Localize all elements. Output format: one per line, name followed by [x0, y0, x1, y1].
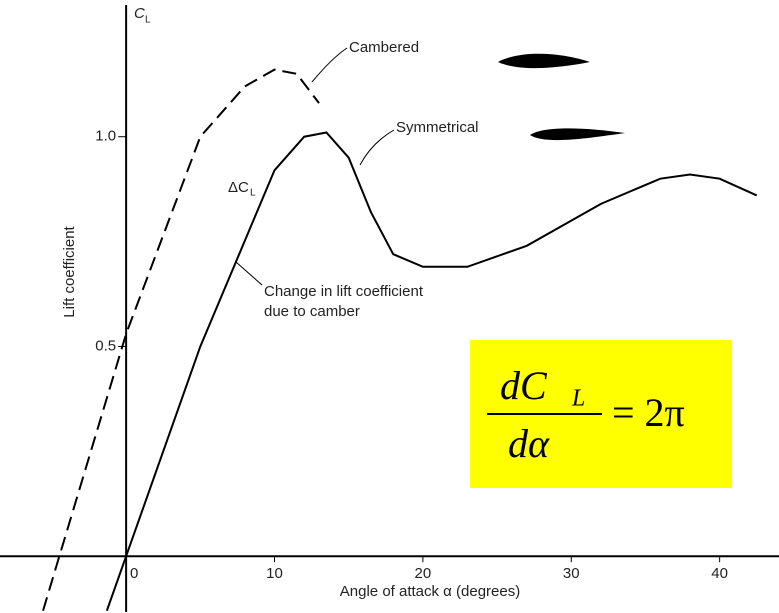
cambered-airfoil	[498, 53, 590, 69]
x-tick-label: 20	[415, 565, 432, 582]
annotation-sub: L	[250, 188, 256, 199]
x-tick-label: 0	[130, 565, 138, 582]
x-tick-label: 40	[711, 565, 728, 582]
x-axis-label: Angle of attack α (degrees)	[340, 583, 520, 600]
series-line	[42, 68, 320, 612]
y-tick-label: 1.0	[95, 128, 116, 145]
formula-rhs: = 2π	[612, 390, 685, 435]
formula-denominator: dα	[508, 421, 550, 466]
x-tick-label: 10	[266, 565, 283, 582]
leader-line	[359, 129, 395, 166]
x-tick-label: 30	[563, 565, 580, 582]
y-tick-label: 0.5	[95, 337, 116, 354]
annotation: due to camber	[264, 303, 360, 320]
annotation: Change in lift coefficient	[264, 283, 424, 300]
y-axis-label: Lift coefficient	[61, 225, 78, 317]
leader-line	[235, 261, 263, 286]
symmetrical-airfoil	[530, 128, 625, 141]
leader-line	[311, 47, 348, 83]
series-label: Cambered	[349, 39, 419, 56]
formula-numerator: dC	[500, 363, 548, 408]
series-line	[105, 131, 758, 612]
y-axis-symbol-sub: L	[145, 15, 151, 26]
annotation: ΔC	[228, 179, 249, 196]
formula-numerator-sub: L	[571, 386, 585, 412]
series-label: Symmetrical	[396, 119, 479, 136]
y-axis-symbol: C	[134, 5, 145, 22]
